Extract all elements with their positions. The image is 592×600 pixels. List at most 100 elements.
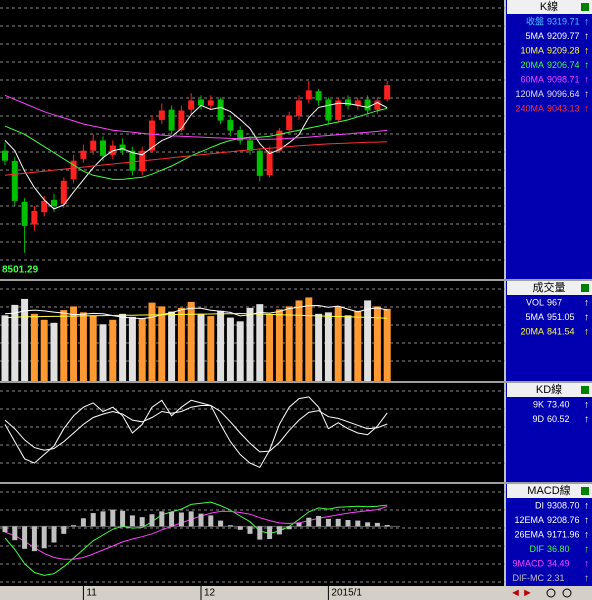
macd-bar xyxy=(237,526,243,530)
volume-bar xyxy=(21,298,29,381)
readout-label: 9MACD xyxy=(512,558,544,568)
volume-bar xyxy=(364,300,372,381)
low-annotation: 8501.29 xyxy=(2,265,39,276)
readout-arrow: ↑ xyxy=(584,501,589,512)
candle-body xyxy=(354,100,361,106)
readout-arrow: ↑ xyxy=(584,31,589,42)
volume-bar xyxy=(266,314,274,381)
candle-body xyxy=(384,85,391,100)
volume-bar xyxy=(158,306,166,381)
readout-value: 9098.71 xyxy=(547,74,580,84)
macd-bar xyxy=(169,511,175,527)
readout-value: 967 xyxy=(547,297,562,307)
next-icon[interactable]: ► xyxy=(522,587,533,599)
candle-body xyxy=(207,100,214,106)
header-icon xyxy=(581,3,589,11)
candle-body xyxy=(364,99,371,111)
candle-body xyxy=(374,100,381,110)
readout-label: DIF xyxy=(530,544,545,554)
x-tick-label: 11 xyxy=(86,588,97,599)
readout-label: 20MA xyxy=(520,60,544,70)
indicator-line xyxy=(4,141,388,176)
readout-value: 9208.76 xyxy=(547,515,580,525)
volume-bar xyxy=(305,297,313,381)
macd-bar xyxy=(325,518,331,527)
indicator-line xyxy=(4,501,388,576)
readout-value: 9319.71 xyxy=(547,16,580,26)
volume-bar xyxy=(217,310,225,381)
candle-body xyxy=(217,99,224,121)
readout-arrow: ↑ xyxy=(584,414,589,425)
candle-body xyxy=(2,150,8,161)
macd-bar xyxy=(218,520,224,527)
header-icon xyxy=(581,386,589,394)
readout-arrow: ↑ xyxy=(584,89,589,100)
zoom-out-icon[interactable] xyxy=(546,588,556,598)
candle-body xyxy=(119,144,126,151)
nav-icons[interactable]: ◄ ► xyxy=(510,587,572,599)
macd-bar xyxy=(139,517,145,527)
volume-bar xyxy=(79,312,87,381)
volume-bar xyxy=(383,308,391,381)
readout-label: 120MA xyxy=(515,89,544,99)
prev-icon[interactable]: ◄ xyxy=(510,587,521,599)
readout-value: 36.80 xyxy=(547,544,570,554)
macd-bar xyxy=(120,510,126,527)
macd-bar xyxy=(90,513,96,527)
volume-bar xyxy=(324,312,332,381)
volume-bar xyxy=(109,319,117,381)
macd-bar xyxy=(247,526,253,534)
panel-header xyxy=(507,484,592,498)
readout-value: 951.05 xyxy=(547,312,575,322)
header-icon xyxy=(581,284,589,292)
volume-bar xyxy=(99,324,107,381)
panel-title: KD線 xyxy=(536,382,562,396)
macd-bar xyxy=(296,522,302,527)
macd-bar xyxy=(355,520,361,527)
candle-body xyxy=(178,110,185,131)
candle-body xyxy=(237,130,244,141)
macd-bar xyxy=(335,518,341,527)
volume-bar xyxy=(226,317,234,381)
volume-bar xyxy=(177,307,185,381)
volume-bar xyxy=(50,322,58,381)
candle-body xyxy=(276,130,283,151)
readout-arrow: ↑ xyxy=(584,104,589,115)
macd-bar xyxy=(316,515,322,527)
volume-bar xyxy=(1,315,9,381)
zoom-in-icon[interactable] xyxy=(562,588,572,598)
indicator-line xyxy=(4,506,388,560)
candle-body xyxy=(315,91,322,101)
readout-value: 2.31 xyxy=(547,573,565,583)
readout-value: 9209.28 xyxy=(547,45,580,55)
macd-bar xyxy=(22,526,28,549)
candle-body xyxy=(11,160,18,201)
readout-value: 60.52 xyxy=(547,414,570,424)
candle-body xyxy=(286,115,293,131)
panel-title: MACD線 xyxy=(527,483,570,497)
candle-body xyxy=(31,210,38,225)
readout-arrow: ↑ xyxy=(584,515,589,526)
macd-bar xyxy=(51,526,57,543)
candle-body xyxy=(158,110,165,120)
volume-bar xyxy=(315,313,323,381)
volume-bar xyxy=(89,315,97,381)
volume-bar xyxy=(354,310,362,381)
volume-bar xyxy=(60,310,68,381)
indicator-line xyxy=(4,396,388,469)
candle-body xyxy=(305,90,312,100)
macd-bar xyxy=(365,522,371,527)
candle-body xyxy=(266,150,273,176)
readout-arrow: ↑ xyxy=(584,298,589,309)
candle-body xyxy=(345,99,351,106)
macd-bar xyxy=(61,526,67,534)
macd-bar xyxy=(100,511,106,527)
readout-label: 20MA xyxy=(520,326,544,336)
volume-bar xyxy=(128,316,136,381)
readout-label: 12EMA xyxy=(514,515,544,525)
readout-value: 841.54 xyxy=(547,326,575,336)
readout-arrow: ↑ xyxy=(584,17,589,28)
indicator-line xyxy=(4,94,388,140)
